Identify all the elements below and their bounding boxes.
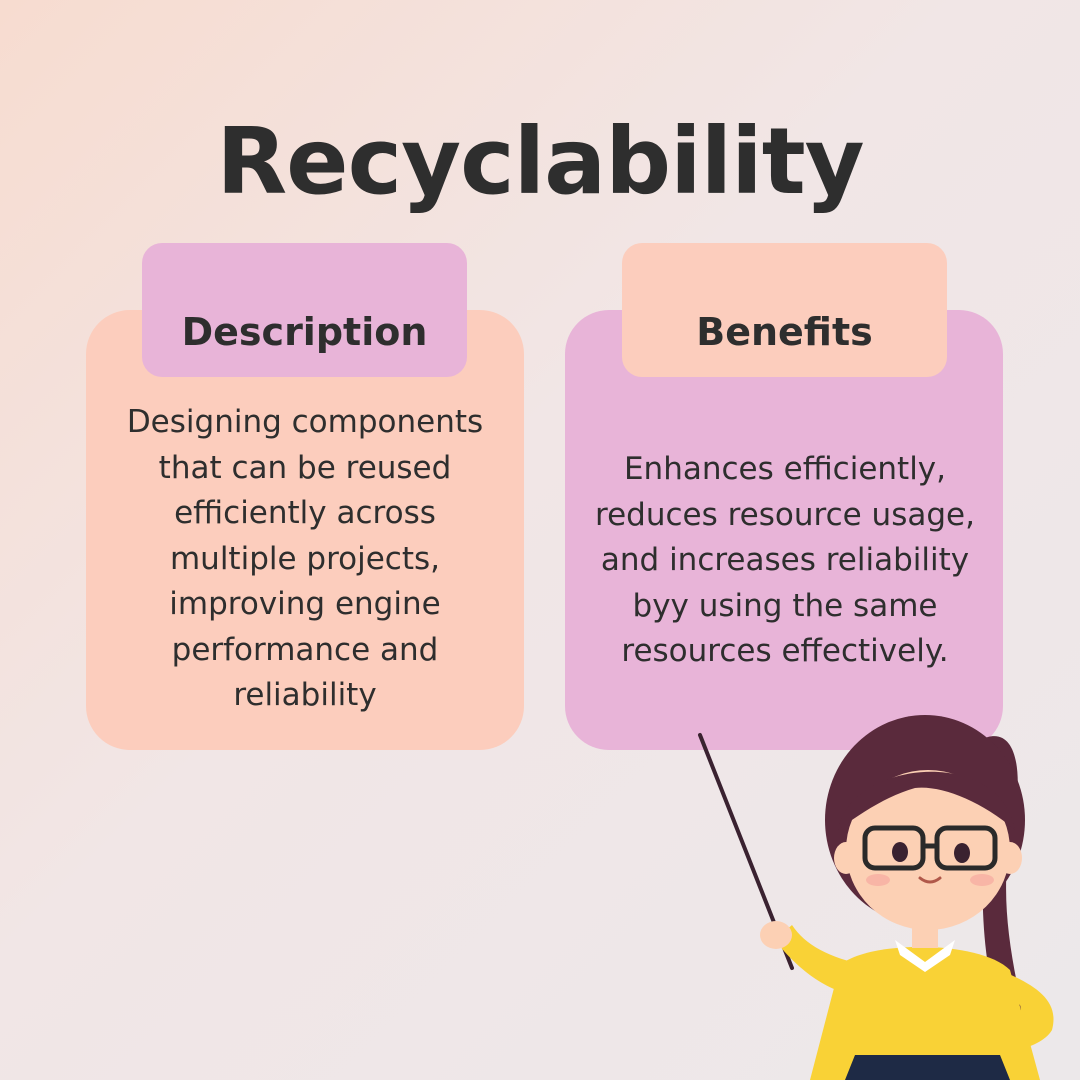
- description-heading: Description: [181, 310, 428, 354]
- ear-right: [998, 842, 1022, 874]
- hand: [760, 921, 792, 949]
- description-text: Designing components that can be reused …: [126, 404, 484, 713]
- benefits-tab: Benefits: [622, 243, 947, 377]
- eye-left: [892, 842, 908, 862]
- benefits-text: Enhances efficiently, reduces resource u…: [595, 451, 975, 669]
- benefits-heading: Benefits: [696, 310, 873, 354]
- page-title: Recyclability: [216, 108, 864, 215]
- left-arm: [775, 925, 865, 995]
- bangs: [838, 771, 1015, 830]
- blush-right: [970, 874, 994, 886]
- description-tab: Description: [142, 243, 467, 377]
- skirt: [845, 1055, 1010, 1080]
- blush-left: [866, 874, 890, 886]
- eye-right: [954, 843, 970, 863]
- description-card: [86, 310, 524, 750]
- smile: [918, 876, 942, 884]
- benefits-card: [565, 310, 1003, 750]
- teacher-illustration: [698, 715, 1054, 1080]
- face: [846, 770, 1010, 930]
- collar: [895, 940, 955, 972]
- ear-left: [834, 842, 858, 874]
- right-arm: [980, 970, 1054, 1052]
